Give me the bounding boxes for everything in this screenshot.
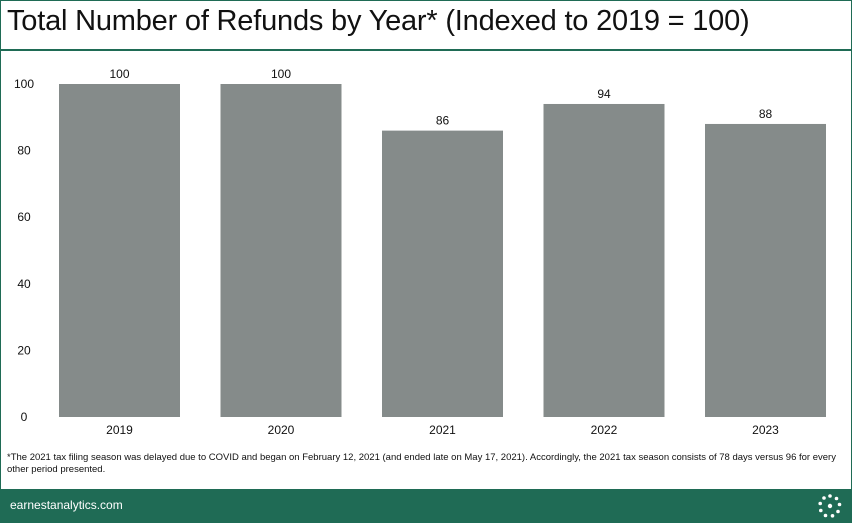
- y-tick-label: 60: [17, 210, 31, 224]
- earnest-dots-logo-icon: [818, 494, 842, 518]
- bar: [382, 130, 503, 417]
- x-tick-label: 2020: [268, 423, 295, 437]
- y-tick-label: 80: [17, 144, 31, 158]
- bar: [543, 103, 665, 418]
- footer-bar: earnestanalytics.com: [1, 489, 851, 522]
- y-tick-label: 0: [21, 410, 28, 424]
- data-label: 100: [271, 67, 291, 81]
- y-tick-label: 20: [17, 343, 31, 357]
- x-tick-label: 2023: [752, 423, 779, 437]
- x-tick-label: 2019: [106, 423, 133, 437]
- bar: [59, 84, 180, 417]
- y-tick-label: 40: [17, 277, 31, 291]
- y-tick-label: 100: [14, 77, 34, 91]
- footer-site-link[interactable]: earnestanalytics.com: [10, 498, 123, 512]
- chart-title: Total Number of Refunds by Year* (Indexe…: [7, 5, 750, 37]
- data-label: 100: [109, 67, 129, 81]
- data-label: 94: [597, 87, 611, 101]
- x-tick-label: 2021: [429, 423, 456, 437]
- title-divider: [1, 49, 851, 51]
- bar: [220, 84, 342, 417]
- x-tick-label: 2022: [591, 423, 618, 437]
- bar-chart: 0 20 40 60 80 100 100 2019 100 2020 86 2021 94 2022 88…: [14, 67, 826, 437]
- data-label: 86: [436, 114, 450, 128]
- data-label: 88: [759, 107, 773, 121]
- footnote: *The 2021 tax filing season was delayed …: [7, 452, 836, 475]
- bar: [705, 123, 826, 418]
